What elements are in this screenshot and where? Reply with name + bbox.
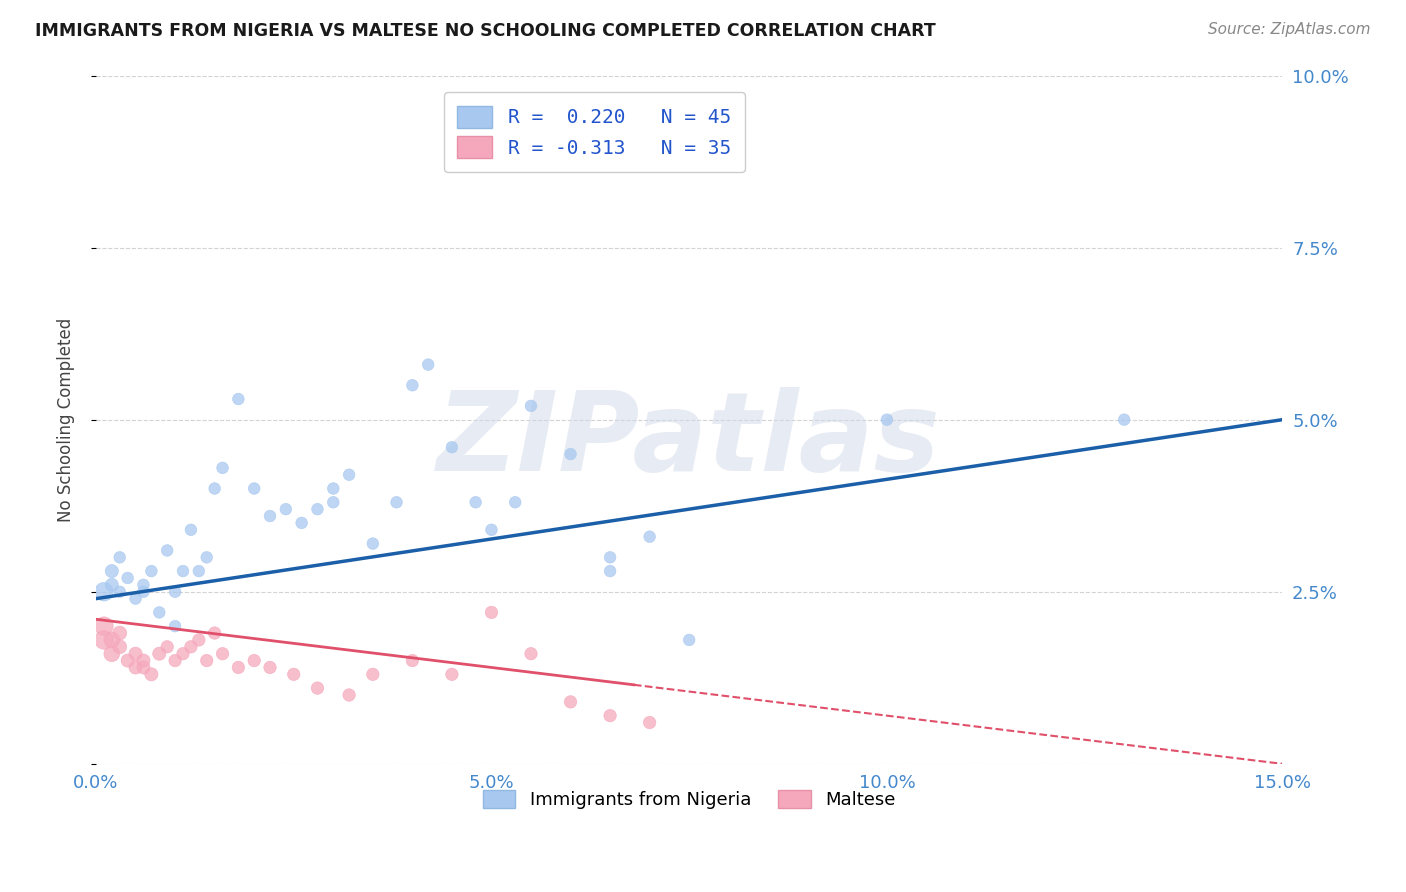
Point xyxy=(401,378,423,392)
Point xyxy=(101,578,124,592)
Point xyxy=(243,654,266,668)
Point xyxy=(481,606,503,620)
Point xyxy=(638,715,661,730)
Point xyxy=(108,640,131,654)
Point xyxy=(322,482,344,496)
Point xyxy=(93,584,115,599)
Point xyxy=(440,667,463,681)
Point xyxy=(108,584,131,599)
Point xyxy=(124,591,146,606)
Point xyxy=(101,632,124,647)
Point xyxy=(148,647,170,661)
Point xyxy=(337,467,360,482)
Point xyxy=(385,495,408,509)
Point xyxy=(204,626,226,640)
Point xyxy=(132,660,155,674)
Point xyxy=(243,482,266,496)
Point xyxy=(678,632,700,647)
Point xyxy=(187,632,209,647)
Point xyxy=(599,550,621,565)
Point xyxy=(156,640,179,654)
Text: IMMIGRANTS FROM NIGERIA VS MALTESE NO SCHOOLING COMPLETED CORRELATION CHART: IMMIGRANTS FROM NIGERIA VS MALTESE NO SC… xyxy=(35,22,936,40)
Point xyxy=(172,564,194,578)
Point xyxy=(599,708,621,723)
Point xyxy=(165,584,187,599)
Point xyxy=(187,564,209,578)
Point xyxy=(108,626,131,640)
Point xyxy=(101,647,124,661)
Point xyxy=(337,688,360,702)
Point xyxy=(283,667,305,681)
Point xyxy=(322,495,344,509)
Point xyxy=(259,660,281,674)
Point xyxy=(93,619,115,633)
Point xyxy=(180,523,202,537)
Legend: Immigrants from Nigeria, Maltese: Immigrants from Nigeria, Maltese xyxy=(468,775,910,823)
Point xyxy=(307,681,329,695)
Point xyxy=(124,647,146,661)
Point xyxy=(638,530,661,544)
Point xyxy=(132,584,155,599)
Point xyxy=(361,667,384,681)
Point xyxy=(440,440,463,454)
Point xyxy=(117,571,139,585)
Point xyxy=(228,660,250,674)
Point xyxy=(361,536,384,550)
Point xyxy=(195,550,218,565)
Point xyxy=(401,654,423,668)
Point xyxy=(599,564,621,578)
Point xyxy=(560,695,582,709)
Point xyxy=(560,447,582,461)
Point xyxy=(117,654,139,668)
Point xyxy=(291,516,314,530)
Point xyxy=(503,495,526,509)
Point xyxy=(211,460,233,475)
Point xyxy=(124,660,146,674)
Point xyxy=(259,509,281,524)
Point xyxy=(307,502,329,516)
Point xyxy=(274,502,297,516)
Point xyxy=(165,654,187,668)
Y-axis label: No Schooling Completed: No Schooling Completed xyxy=(58,318,75,522)
Point xyxy=(180,640,202,654)
Point xyxy=(195,654,218,668)
Point xyxy=(148,606,170,620)
Text: Source: ZipAtlas.com: Source: ZipAtlas.com xyxy=(1208,22,1371,37)
Point xyxy=(165,619,187,633)
Point xyxy=(211,647,233,661)
Point xyxy=(156,543,179,558)
Text: ZIPatlas: ZIPatlas xyxy=(437,387,941,494)
Point xyxy=(481,523,503,537)
Point xyxy=(132,654,155,668)
Point xyxy=(418,358,440,372)
Point xyxy=(204,482,226,496)
Point xyxy=(228,392,250,406)
Point xyxy=(101,564,124,578)
Point xyxy=(141,667,163,681)
Point xyxy=(141,564,163,578)
Point xyxy=(93,632,115,647)
Point xyxy=(464,495,486,509)
Point xyxy=(108,550,131,565)
Point xyxy=(520,647,543,661)
Point xyxy=(1114,412,1136,426)
Point xyxy=(172,647,194,661)
Point xyxy=(520,399,543,413)
Point xyxy=(132,578,155,592)
Point xyxy=(876,412,898,426)
